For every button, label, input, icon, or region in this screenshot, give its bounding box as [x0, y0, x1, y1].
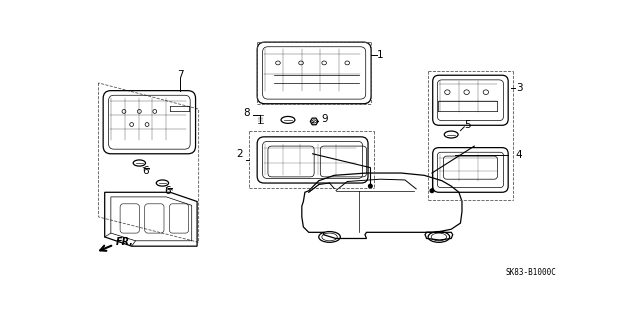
Text: 8: 8 [243, 108, 250, 118]
Text: 7: 7 [177, 70, 184, 80]
Text: FR.: FR. [116, 237, 134, 247]
Text: 9: 9 [322, 114, 328, 124]
Text: 4: 4 [516, 150, 522, 160]
Text: 6: 6 [142, 166, 149, 176]
Text: 3: 3 [516, 83, 522, 93]
Text: 2: 2 [237, 149, 243, 159]
Text: 6: 6 [164, 186, 171, 196]
Ellipse shape [430, 189, 434, 193]
Text: SK83-B1000C: SK83-B1000C [506, 268, 557, 277]
Ellipse shape [369, 184, 372, 188]
Text: 5: 5 [464, 120, 471, 130]
Text: 1: 1 [378, 50, 384, 60]
